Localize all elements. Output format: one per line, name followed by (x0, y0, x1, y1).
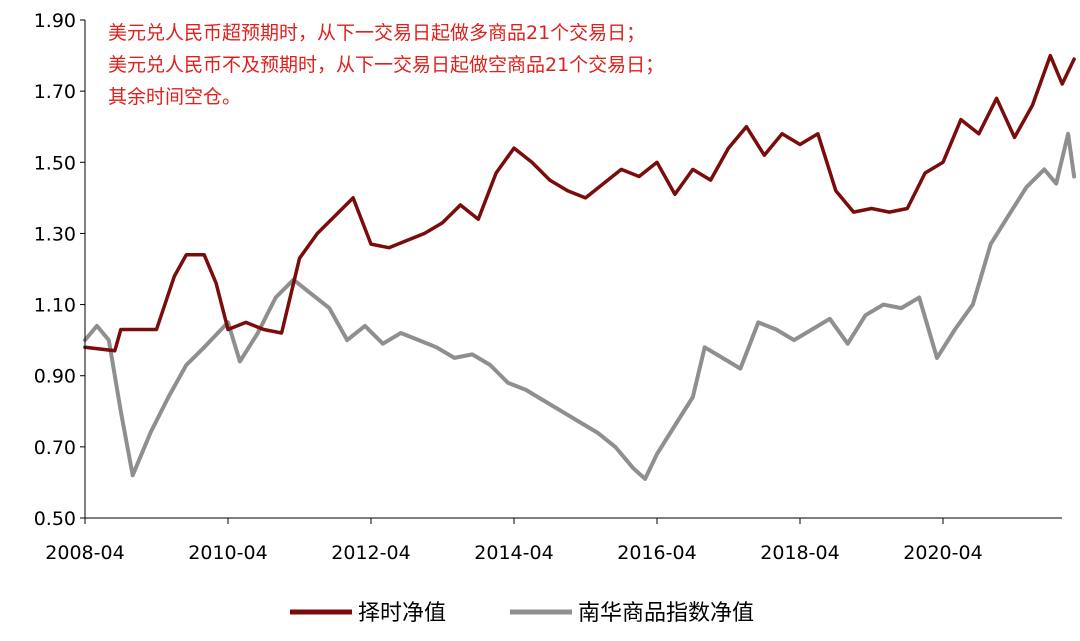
y-tick-label: 1.70 (34, 81, 76, 103)
legend: 择时净值 南华商品指数净值 (290, 601, 754, 626)
x-tick-label: 2012-04 (331, 542, 410, 564)
x-tick-label: 2016-04 (617, 542, 696, 564)
x-tick-label: 2008-04 (45, 542, 124, 564)
x-tick-label: 2010-04 (188, 542, 267, 564)
y-tick-label: 1.30 (34, 223, 76, 245)
x-tick-label: 2018-04 (760, 542, 839, 564)
annotation-line: 美元兑人民币不及预期时，从下一交易日起做空商品21个交易日； (108, 54, 664, 76)
legend-label-timing-nav: 择时净值 (358, 601, 446, 626)
y-tick-label: 1.50 (34, 152, 76, 174)
x-tick-label: 2014-04 (474, 542, 553, 564)
y-tick-label: 1.90 (34, 10, 76, 32)
annotation-text: 美元兑人民币超预期时，从下一交易日起做多商品21个交易日； 美元兑人民币不及预期… (108, 22, 664, 108)
annotation-line: 美元兑人民币超预期时，从下一交易日起做多商品21个交易日； (108, 22, 645, 44)
y-tick-label: 0.50 (34, 508, 76, 530)
plot-area (83, 53, 1077, 481)
y-tick-label: 0.90 (34, 366, 76, 388)
series-line-nanhua-index (83, 131, 1077, 481)
y-tick-label: 1.10 (34, 295, 76, 317)
annotation-line: 其余时间空仓。 (108, 86, 241, 108)
x-tick-label: 2020-04 (903, 542, 982, 564)
series-line-timing-nav (83, 53, 1076, 353)
x-axis-ticks: 2008-04 2010-04 2012-04 2014-04 2016-04 2018-… (45, 518, 983, 564)
legend-label-nanhua-index: 南华商品指数净值 (578, 601, 754, 626)
y-tick-label: 0.70 (34, 437, 76, 459)
y-axis-ticks: 0.50 0.70 0.90 1.10 1.30 1.50 1.70 1.90 (34, 10, 85, 530)
